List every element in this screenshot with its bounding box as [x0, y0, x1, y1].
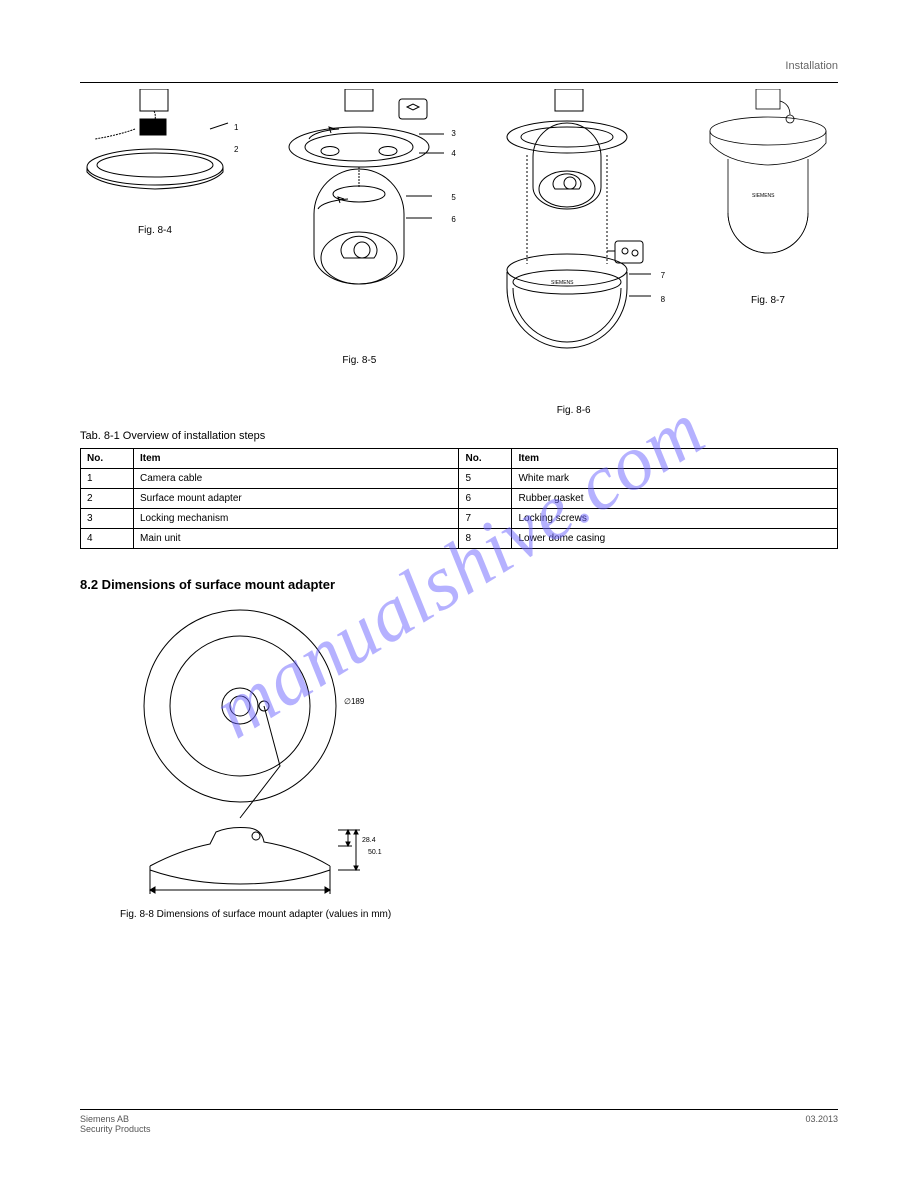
table-row: 2 Surface mount adapter 6 Rubber gasket [81, 489, 838, 509]
cell: Lower dome casing [512, 529, 838, 549]
cell: Rubber gasket [512, 489, 838, 509]
fig-8-4-svg [80, 89, 230, 219]
fig-8-7-svg: SIEMENS [698, 89, 838, 289]
dimension-drawing: ∅189 28.4 50.1 189 Fig. 8-8 Dimensions o… [120, 606, 838, 920]
fig-8-6-label: Fig. 8-6 [557, 405, 591, 416]
dim-caption: Fig. 8-8 Dimensions of surface mount ada… [120, 909, 838, 920]
callout-7: 7 [661, 271, 665, 280]
footer-right: 03.2013 [805, 1114, 838, 1134]
cell: Main unit [133, 529, 459, 549]
fig-8-5: 3 4 5 6 Fig. 8-5 [269, 89, 449, 366]
cell: White mark [512, 469, 838, 489]
cell: 1 [81, 469, 134, 489]
fig-8-6: SIEMENS 7 8 Fig. 8-6 [489, 89, 659, 416]
cell: Surface mount adapter [133, 489, 459, 509]
section-heading: 8.2 Dimensions of surface mount adapter [80, 577, 838, 592]
footer: Siemens AB Security Products 03.2013 [80, 1109, 838, 1134]
fig-8-5-svg [269, 89, 449, 349]
callout-4: 4 [451, 149, 455, 158]
fig-8-5-label: Fig. 8-5 [342, 355, 376, 366]
callout-8: 8 [661, 295, 665, 304]
footer-left: Siemens AB [80, 1114, 151, 1124]
cell: 6 [459, 489, 512, 509]
table-header-row: No. Item No. Item [81, 449, 838, 469]
th-no2: No. [459, 449, 512, 469]
fig-8-7-label: Fig. 8-7 [751, 295, 785, 306]
cell: Camera cable [133, 469, 459, 489]
dim-svg: ∅189 28.4 50.1 189 [120, 606, 390, 896]
th-item2: Item [512, 449, 838, 469]
dim-h2: 50.1 [368, 849, 382, 856]
fig-8-6-svg: SIEMENS [489, 89, 659, 399]
table-caption: Tab. 8-1 Overview of installation steps [80, 430, 838, 442]
table-row: 3 Locking mechanism 7 Locking screws [81, 509, 838, 529]
cell: 5 [459, 469, 512, 489]
dim-w: 189 [232, 895, 246, 896]
cell: 7 [459, 509, 512, 529]
callout-1: 1 [234, 123, 238, 132]
svg-text:SIEMENS: SIEMENS [551, 280, 574, 286]
cell: Locking screws [512, 509, 838, 529]
fig-8-4-label: Fig. 8-4 [138, 225, 172, 236]
th-item: Item [133, 449, 459, 469]
header-line [80, 82, 838, 83]
callout-3: 3 [451, 129, 455, 138]
th-no: No. [81, 449, 134, 469]
fig-8-7: SIEMENS Fig. 8-7 [698, 89, 838, 306]
callout-5: 5 [451, 193, 455, 202]
cell: 4 [81, 529, 134, 549]
cell: 8 [459, 529, 512, 549]
dim-h1: 28.4 [362, 837, 376, 844]
cell: 3 [81, 509, 134, 529]
dim-diameter: ∅189 [344, 697, 365, 706]
installation-steps-table: No. Item No. Item 1 Camera cable 5 White… [80, 448, 838, 549]
installation-diagrams: 1 2 Fig. 8-4 [80, 89, 838, 416]
svg-text:SIEMENS: SIEMENS [752, 193, 775, 199]
callout-6: 6 [451, 215, 455, 224]
header-right: Installation [80, 60, 838, 72]
cell: 2 [81, 489, 134, 509]
table-row: 1 Camera cable 5 White mark [81, 469, 838, 489]
footer-line [80, 1109, 838, 1110]
cell: Locking mechanism [133, 509, 459, 529]
footer-left2: Security Products [80, 1124, 151, 1134]
fig-8-4: 1 2 Fig. 8-4 [80, 89, 230, 236]
table-row: 4 Main unit 8 Lower dome casing [81, 529, 838, 549]
callout-2: 2 [234, 145, 238, 154]
